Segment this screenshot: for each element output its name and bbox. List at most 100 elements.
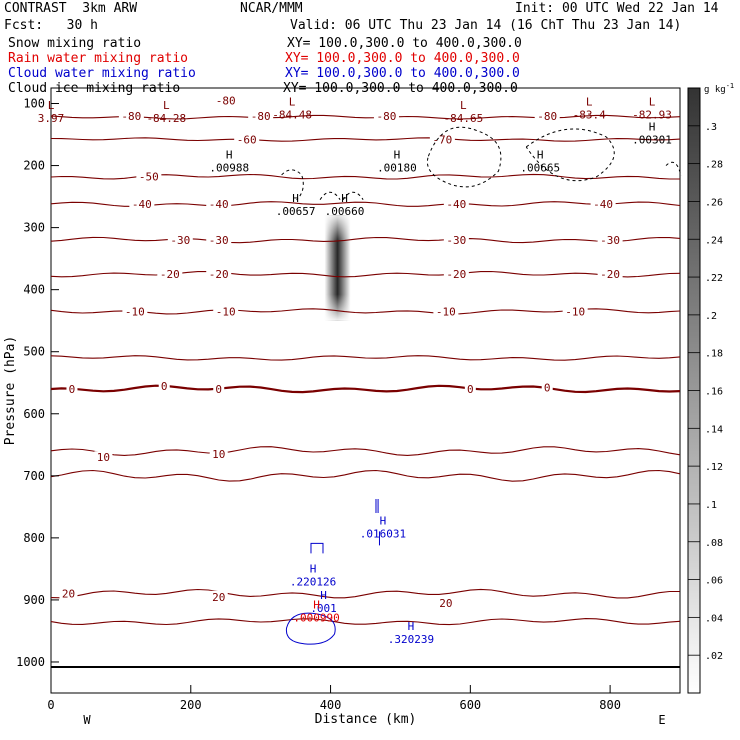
contour-label: -10	[436, 305, 456, 318]
colorbar-tick-label: .3	[705, 122, 717, 133]
temperature-contour	[50, 446, 681, 456]
extrema-mark: H	[649, 121, 656, 134]
colorbar-tick-label: .08	[705, 538, 723, 549]
extrema-value: .220126	[290, 575, 336, 588]
contour-label-bg	[213, 382, 225, 395]
x-tick-label: 200	[180, 698, 202, 712]
extrema-mark: H	[320, 589, 327, 602]
temperature-contour	[50, 137, 681, 142]
contour-label: 10	[97, 451, 110, 464]
temperature-contour	[50, 201, 681, 207]
y-axis-label: Pressure (hPa)	[3, 336, 18, 446]
extrema-value: .016031	[360, 528, 406, 541]
plot-frame	[50, 87, 681, 694]
extrema-value: .00665	[520, 161, 560, 174]
temperature-contour	[50, 236, 681, 244]
contour-label-bg	[541, 381, 553, 394]
header-org: NCAR/MMM	[240, 1, 303, 16]
cloud-water-contour	[310, 542, 324, 554]
colorbar-tick-label: .04	[705, 613, 723, 624]
contour-label-bg	[429, 133, 455, 146]
contour-label-bg	[597, 234, 623, 247]
contour-label: -50	[139, 171, 159, 184]
x-tick-label: 0	[47, 698, 54, 712]
contour-label-bg	[213, 94, 239, 107]
contour-label: -30	[600, 234, 620, 247]
contour-label: -10	[125, 305, 145, 318]
contour-label-bg	[129, 198, 155, 211]
cloud-water-contour	[375, 499, 380, 546]
extrema-value: -84.48	[272, 109, 312, 122]
extrema-mark: L	[163, 99, 170, 112]
x-tick-label: 400	[320, 698, 342, 712]
contour-label-bg	[464, 382, 476, 395]
header-experiment: CONTRAST 3km ARW	[4, 1, 138, 16]
contour-label-bg	[158, 379, 170, 392]
cloud-ice-contour	[665, 161, 682, 176]
contour-label-bg	[206, 234, 232, 247]
colorbar-unit: g kg-1	[704, 82, 734, 95]
contour-label: -40	[132, 198, 152, 211]
contour-label-bg	[118, 109, 144, 122]
contour-label-bg	[443, 198, 469, 211]
extrema-mark: L	[460, 99, 467, 112]
extrema-value: .000990	[293, 611, 339, 624]
contour-label-bg	[206, 268, 232, 281]
contour-label-bg	[597, 268, 623, 281]
contour-label-bg	[157, 268, 183, 281]
y-tick-label: 300	[23, 221, 45, 235]
contour-label-bg	[234, 133, 260, 146]
extrema-value: .00988	[209, 161, 249, 174]
colorbar-tick-label: .14	[705, 424, 723, 435]
extrema-mark: L	[649, 96, 656, 109]
extrema-value: .00301	[632, 134, 672, 147]
colorbar-tick-label: .2	[705, 311, 717, 322]
contour-label-bg	[248, 109, 274, 122]
y-tick-label: 900	[23, 593, 45, 607]
temperature-contour	[50, 618, 681, 626]
contour-label-bg	[94, 451, 113, 464]
contour-label: -60	[237, 134, 257, 147]
extrema-value: .00180	[377, 161, 417, 174]
contour-label: -20	[600, 268, 620, 281]
extrema-value: .00657	[276, 205, 316, 218]
contour-label: -20	[209, 268, 229, 281]
colorbar-tick-label: .22	[705, 273, 723, 284]
west-label: W	[83, 713, 91, 727]
extrema-mark: H	[537, 148, 544, 161]
cloud-ice-contour	[525, 128, 615, 182]
contour-label: 20	[439, 597, 452, 610]
contour-label-bg	[562, 305, 588, 318]
contour-label-bg	[590, 198, 616, 211]
contour-label: -10	[216, 305, 236, 318]
extrema-value: .001	[310, 602, 337, 615]
extrema-value: -83.4	[573, 109, 606, 122]
contour-label: -70	[432, 134, 452, 147]
extrema-mark: L	[289, 96, 296, 109]
colorbar-tick-label: .12	[705, 462, 723, 473]
header-valid: Valid: 06 UTC Thu 23 Jan 14 (16 ChT Thu …	[290, 18, 682, 33]
extrema-value: -84.28	[146, 112, 186, 125]
contour-label: -40	[593, 198, 613, 211]
extrema-value: -82.93	[632, 109, 672, 122]
contour-label: -10	[565, 305, 585, 318]
east-label: E	[658, 713, 665, 727]
contour-label: 20	[212, 591, 225, 604]
extrema-value: .00660	[325, 205, 365, 218]
contour-label: -20	[446, 268, 466, 281]
x-axis-label: Distance (km)	[315, 712, 417, 727]
contour-label-bg	[209, 448, 228, 461]
contour-label-bg	[436, 597, 455, 610]
cloud-ice-contour	[426, 126, 502, 188]
extrema-mark: H	[310, 562, 317, 575]
extrema-value: 3.97	[38, 112, 65, 125]
contour-label: -80	[216, 94, 236, 107]
contour-label: 10	[212, 448, 225, 461]
x-tick-label: 800	[599, 698, 621, 712]
contour-label: 0	[69, 383, 76, 396]
temperature-contour	[50, 114, 681, 120]
contour-label-bg	[433, 305, 459, 318]
extrema-mark: H	[408, 620, 415, 633]
contour-label-bg	[167, 234, 193, 247]
